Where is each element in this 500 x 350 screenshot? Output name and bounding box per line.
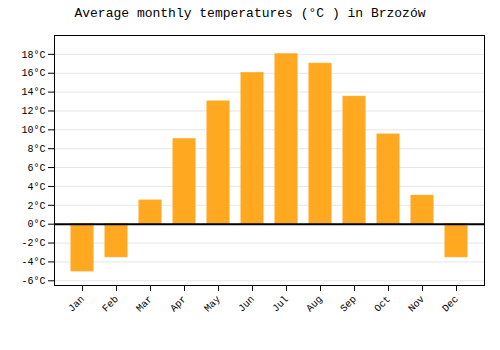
svg-text:8°C: 8°C xyxy=(27,144,45,155)
svg-text:2°C: 2°C xyxy=(27,201,45,212)
svg-text:-4°C: -4°C xyxy=(21,257,45,268)
svg-text:Apr: Apr xyxy=(168,294,189,315)
html-text:Average monthly temperatures (: Average monthly temperatures (°C ) in Br… xyxy=(74,6,426,21)
svg-text:16°C: 16°C xyxy=(21,68,45,79)
svg-text:18°C: 18°C xyxy=(21,50,45,61)
svg-text:-6°C: -6°C xyxy=(21,276,45,287)
svg-text:Jan: Jan xyxy=(66,294,87,315)
svg-text:Aug: Aug xyxy=(304,294,325,315)
svg-text:Feb: Feb xyxy=(100,294,121,315)
svg-text:Sep: Sep xyxy=(338,294,359,315)
svg-text:Nov: Nov xyxy=(406,294,427,315)
svg-text:14°C: 14°C xyxy=(21,87,45,98)
svg-text:-2°C: -2°C xyxy=(21,238,45,249)
svg-text:4°C: 4°C xyxy=(27,182,45,193)
svg-text:May: May xyxy=(202,294,223,315)
svg-text:Dec: Dec xyxy=(440,294,461,315)
svg-text:Jun: Jun xyxy=(236,294,257,315)
svg-text:Oct: Oct xyxy=(372,294,393,315)
svg-text:10°C: 10°C xyxy=(21,125,45,136)
svg-text:0°C: 0°C xyxy=(27,219,45,230)
svg-text:Jul: Jul xyxy=(270,294,291,315)
svg-text:12°C: 12°C xyxy=(21,106,45,117)
svg-text:Mar: Mar xyxy=(134,294,155,315)
svg-text:6°C: 6°C xyxy=(27,163,45,174)
